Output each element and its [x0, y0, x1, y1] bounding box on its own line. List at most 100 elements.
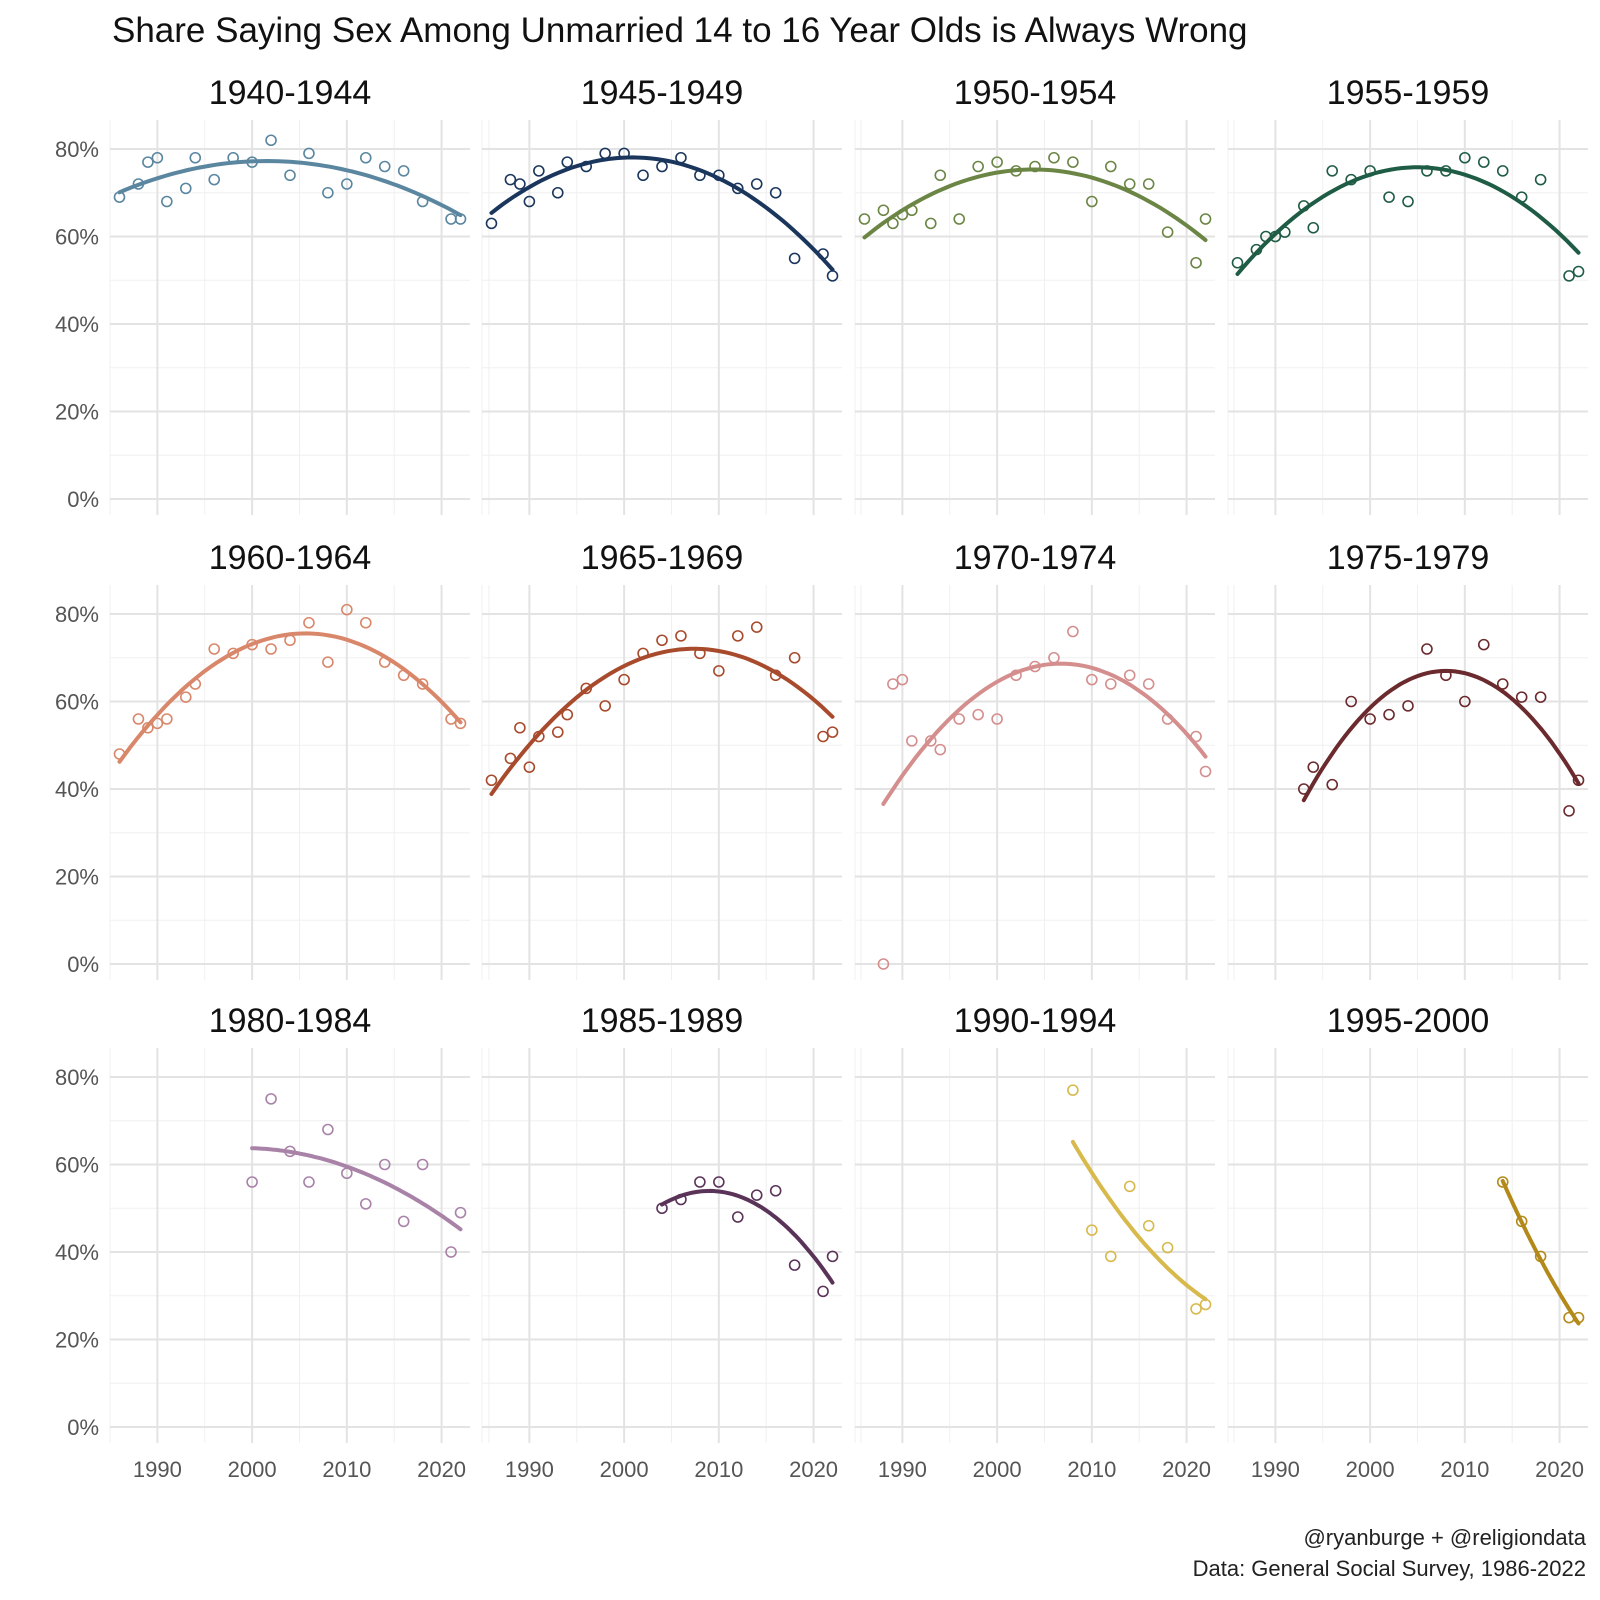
data-point [972, 708, 984, 721]
trend-line [250, 1146, 463, 1232]
data-point [359, 151, 372, 164]
data-point [1563, 805, 1575, 817]
data-point [1421, 643, 1433, 655]
data-point [769, 669, 782, 682]
data-point [1364, 713, 1376, 725]
trend-line [117, 158, 463, 218]
data-point [1269, 230, 1282, 243]
data-point [1104, 160, 1117, 173]
x-tick-label: 2010 [1440, 1457, 1489, 1482]
data-point [1326, 778, 1339, 791]
data-point [1142, 178, 1155, 190]
data-point [246, 638, 258, 651]
trend-line [117, 631, 463, 764]
data-point [341, 603, 353, 616]
data-point [179, 691, 192, 703]
data-point [397, 165, 410, 177]
data-point [322, 186, 334, 199]
data-point [1086, 673, 1098, 686]
trend-line [862, 167, 1208, 243]
data-point [953, 713, 966, 725]
trend-line [1301, 668, 1581, 803]
data-point [454, 717, 467, 730]
data-point [132, 178, 145, 190]
data-point [1563, 270, 1575, 282]
data-point [991, 713, 1003, 725]
panel-title: 1965-1969 [581, 539, 744, 577]
y-tick-label: 0% [67, 952, 99, 977]
x-tick-label: 1990 [1251, 1457, 1300, 1482]
trend-line [660, 1188, 835, 1285]
data-point [359, 616, 372, 629]
data-point [953, 213, 966, 225]
data-point [359, 1198, 372, 1210]
panel-1940-1944: 1940-1944 0% 20% 40% 60% 80% [55, 74, 490, 515]
data-point [322, 656, 334, 668]
data-point [599, 147, 611, 160]
data-point [378, 656, 391, 668]
panel-1985-1989: 1985-1989 1990 2000 2010 2020 [481, 1002, 862, 1482]
data-point [303, 616, 315, 629]
data-point [1199, 213, 1212, 225]
data-point [637, 169, 649, 182]
data-point [1534, 1250, 1547, 1263]
data-point [713, 1176, 725, 1188]
data-point [713, 665, 725, 677]
data-point [445, 713, 457, 725]
data-point [1383, 191, 1395, 203]
data-point [826, 1250, 839, 1263]
data-point [485, 774, 498, 787]
y-tick-label: 20% [55, 400, 99, 425]
data-point [769, 1184, 782, 1197]
data-point [523, 761, 536, 773]
data-point [1307, 221, 1320, 234]
y-tick-label: 60% [55, 225, 99, 250]
panel-title: 1960-1964 [209, 539, 372, 577]
y-tick-label: 80% [55, 1065, 99, 1090]
data-point [1515, 1215, 1528, 1228]
data-point [246, 1176, 258, 1188]
data-point [454, 1206, 467, 1219]
data-point [1048, 651, 1060, 664]
data-point [1048, 151, 1060, 164]
data-point [896, 208, 909, 221]
data-point [416, 1158, 429, 1171]
data-point [1459, 695, 1471, 708]
panel-title: 1980-1984 [209, 1002, 372, 1040]
panel-title: 1970-1974 [954, 539, 1117, 577]
data-point [1142, 1219, 1155, 1232]
data-point [906, 204, 918, 217]
data-point [991, 156, 1003, 168]
panel-title: 1945-1949 [581, 74, 744, 112]
data-point [1534, 691, 1547, 703]
data-point [1190, 1303, 1202, 1315]
data-point [551, 186, 564, 199]
panel-title: 1950-1954 [954, 74, 1117, 112]
data-point [208, 173, 221, 186]
data-point [1199, 765, 1212, 778]
data-point [284, 634, 296, 647]
panel-1960-1964: 1960-1964 0% 20% 40% 60% 80% [55, 539, 490, 980]
x-tick-label: 1990 [133, 1457, 182, 1482]
trend-line [881, 661, 1208, 806]
y-tick-label: 40% [55, 777, 99, 802]
data-point [1297, 200, 1310, 212]
data-point [1067, 625, 1079, 638]
data-point [1104, 1250, 1117, 1263]
data-point [533, 730, 545, 743]
data-point [618, 673, 630, 686]
data-point [1326, 165, 1339, 177]
data-point [1515, 691, 1528, 703]
panel-1965-1969: 1965-1969 [481, 539, 862, 980]
data-point [142, 721, 154, 734]
caption-source: Data: General Social Survey, 1986-2022 [1193, 1556, 1586, 1581]
data-point [561, 708, 574, 721]
data-point [416, 678, 429, 690]
y-tick-label: 20% [55, 1328, 99, 1353]
data-point [445, 1246, 457, 1258]
data-point [1161, 226, 1174, 238]
data-point [1123, 1180, 1136, 1193]
data-point [1345, 695, 1357, 708]
data-point [769, 186, 782, 199]
data-point [227, 151, 239, 164]
